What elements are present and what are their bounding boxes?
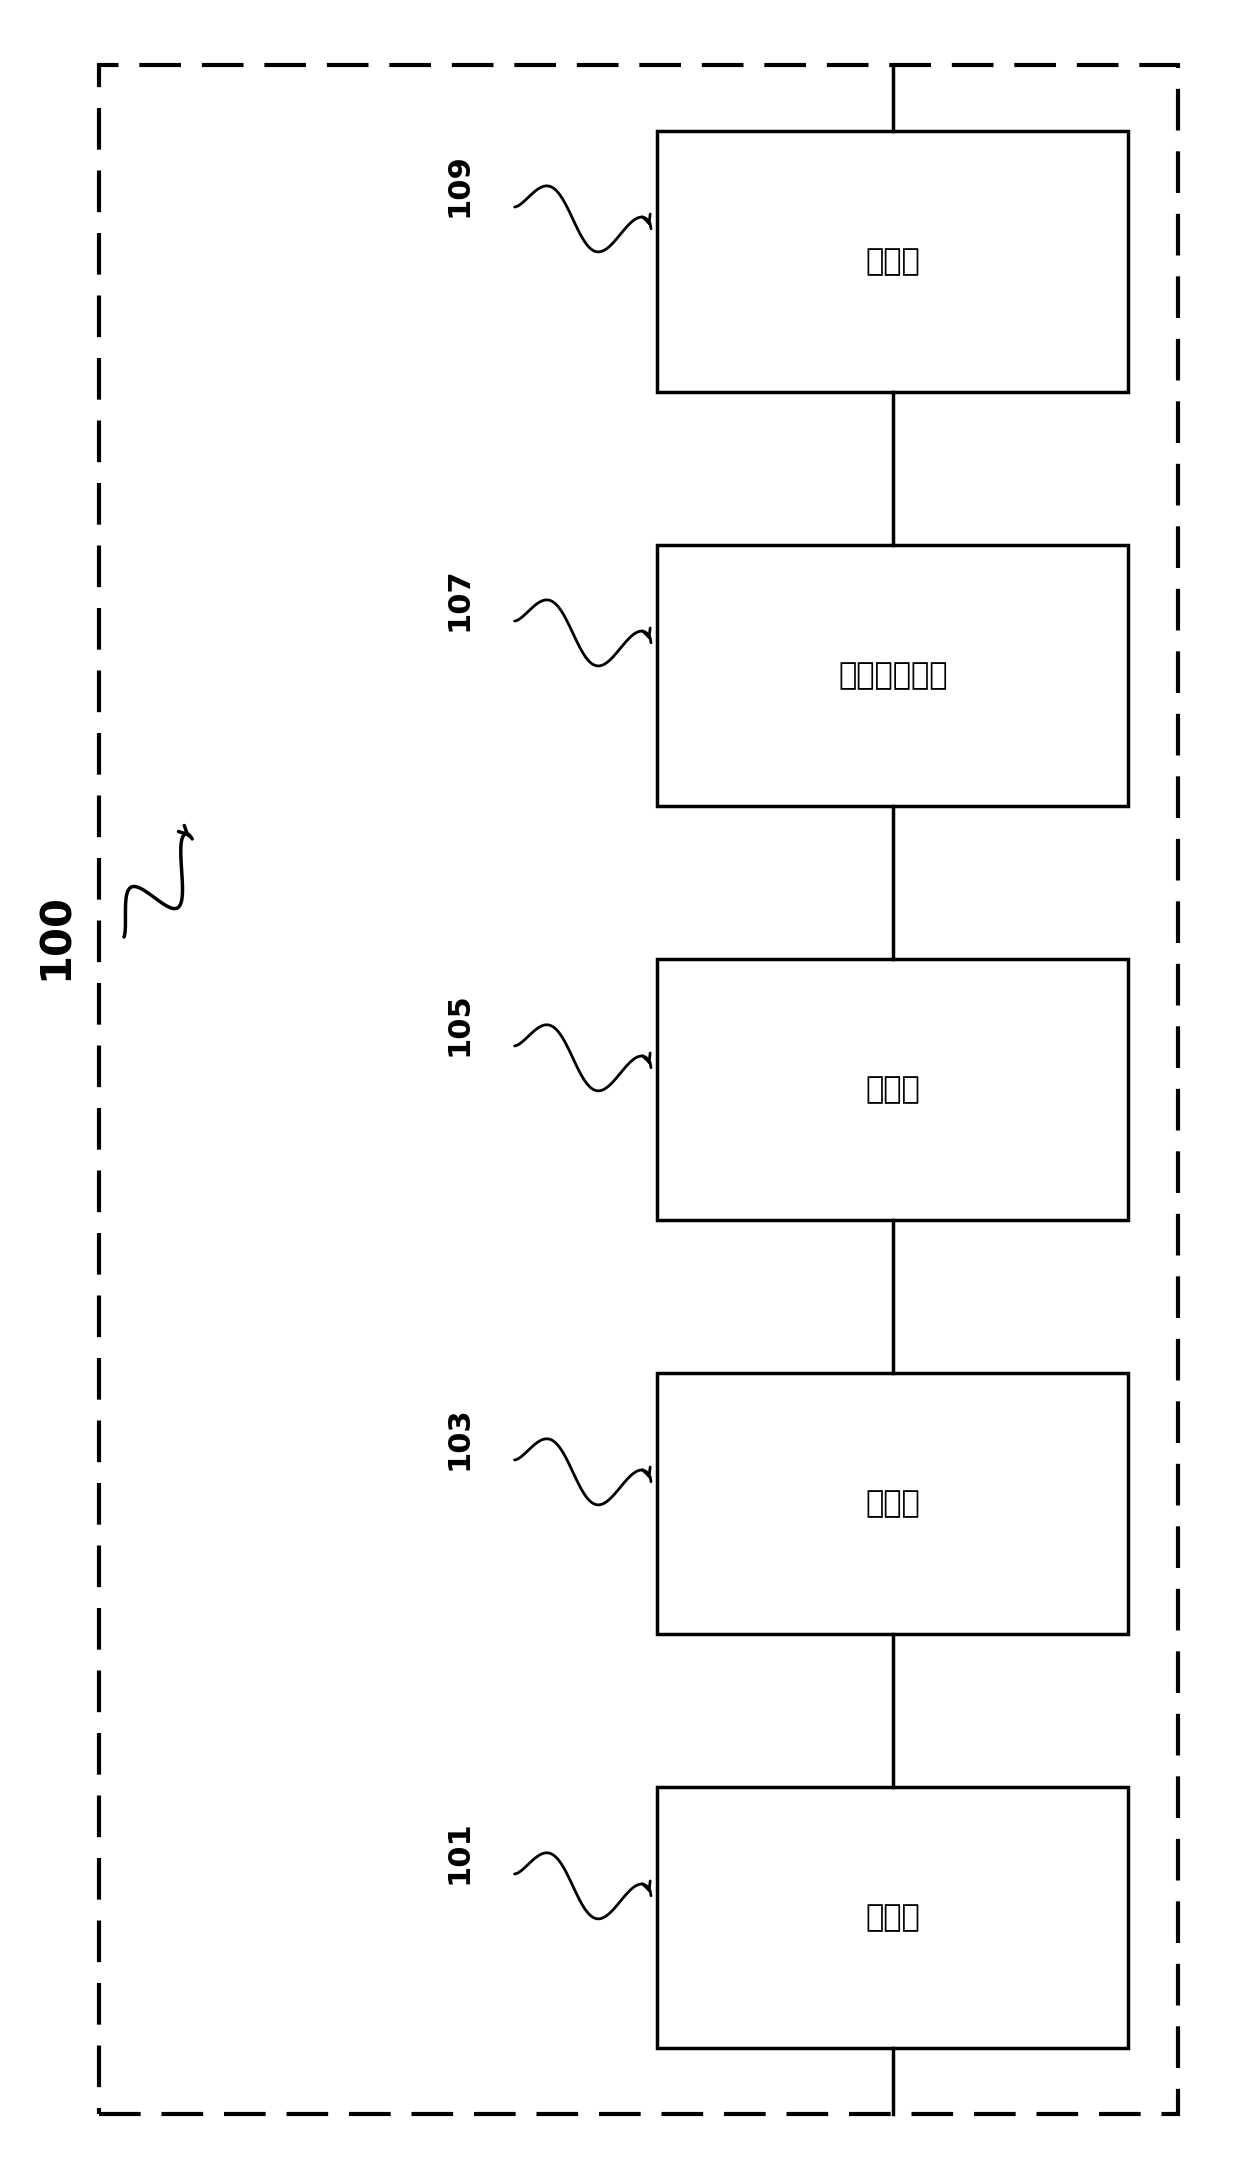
Bar (657, 959, 1128, 1220)
Text: 109: 109 (444, 153, 474, 218)
Text: 100: 100 (35, 893, 77, 981)
Text: 103: 103 (444, 1405, 474, 1471)
Text: 101: 101 (444, 1819, 474, 1885)
Text: 序列块: 序列块 (866, 246, 920, 277)
Text: 大规模并行块: 大规模并行块 (838, 660, 947, 691)
Bar (657, 545, 1128, 806)
Text: 序列块: 序列块 (866, 1074, 920, 1105)
Text: 105: 105 (444, 991, 474, 1057)
Bar (657, 1787, 1128, 2048)
Text: 并行块: 并行块 (866, 1488, 920, 1519)
Bar (99, 65, 1178, 2114)
Text: 107: 107 (444, 567, 474, 632)
Text: 序列块: 序列块 (866, 1902, 920, 1933)
Bar (657, 1373, 1128, 1634)
Bar (657, 131, 1128, 392)
